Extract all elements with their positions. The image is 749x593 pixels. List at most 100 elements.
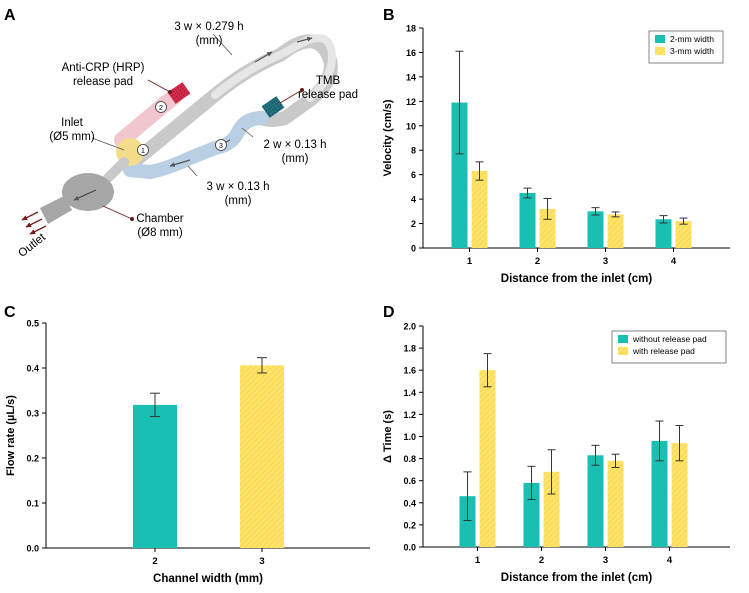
low-channel-label: 3 w × 0.13 h [207, 181, 270, 193]
x-axis-title: Distance from the inlet (cm) [501, 273, 653, 285]
bar [587, 211, 604, 248]
y-tick-label: 0.3 [26, 409, 39, 419]
pointer-line [91, 137, 125, 151]
y-tick-label: 2.0 [403, 322, 416, 332]
tmb-label-line1: TMB [316, 75, 341, 87]
bar [459, 496, 476, 547]
bar [539, 208, 556, 248]
y-tick-label: 1.2 [403, 410, 416, 420]
x-tick-label: 1 [467, 256, 473, 267]
y-tick-label: 1.4 [403, 388, 416, 398]
x-tick-label: 3 [603, 256, 608, 267]
anti-crp-label-line2: release pad [73, 76, 133, 88]
y-tick-label: 6 [411, 170, 416, 180]
bar [607, 214, 624, 248]
y-tick-label: 0.0 [26, 544, 39, 554]
legend-swatch [618, 347, 628, 355]
x-tick-label: 4 [671, 256, 677, 267]
y-tick-label: 4 [411, 195, 416, 205]
pointer-line [212, 33, 233, 56]
x-tick-label: 1 [475, 555, 481, 566]
y-tick-label: 10 [406, 121, 416, 131]
bar [651, 440, 668, 547]
chamber-label-line1: Chamber [136, 213, 183, 225]
bar [479, 370, 496, 547]
pointer-dot [300, 88, 304, 92]
chart-c-flow-rate: 0.0 0.1 0.2 0.3 0.4 0.5 Flow rate (µL/s) Channe… [5, 319, 370, 585]
pointer-line [102, 205, 133, 220]
flow-arrow [254, 51, 273, 63]
loop-channel-top [211, 34, 337, 102]
marker-2 [155, 101, 167, 113]
y-tick-label: 0 [411, 244, 416, 254]
legend-label: with release pad [632, 346, 695, 356]
pointer-line [187, 165, 198, 177]
marker-1-label: 1 [141, 148, 145, 155]
microfluidic-device-diagram: 1 2 3 3 w × 0.279 h (mm) Anti-CRP (HRP) … [16, 21, 358, 260]
y-tick-label: 1.0 [403, 432, 416, 442]
outlet-arrow [29, 225, 47, 235]
bar [543, 471, 560, 547]
outlet-label: Outlet [16, 231, 48, 260]
marker-3 [215, 139, 227, 151]
y-tick-label: 0.0 [403, 543, 416, 553]
legend-label: 2-mm width [670, 34, 714, 44]
bar [451, 102, 468, 248]
y-tick-label: 1.8 [403, 344, 416, 354]
legend-label: without release pad [632, 334, 707, 344]
pointer-line [147, 79, 171, 93]
bar [133, 404, 177, 548]
stem-channel [103, 157, 129, 183]
y-tick-label: 0.2 [26, 454, 39, 464]
flow-arrow [169, 159, 191, 167]
y-tick-label: 0.4 [26, 364, 39, 374]
tmb-label-line2: release pad [298, 89, 358, 101]
panel-label-c: C [4, 304, 16, 321]
pointer-dot [168, 90, 172, 94]
bar [240, 365, 284, 548]
inlet-label-line2: (Ø5 mm) [49, 131, 95, 143]
anti-crp-pad [167, 82, 191, 104]
bar [519, 193, 536, 248]
y-tick-label: 2 [411, 219, 416, 229]
x-tick-label: 2 [539, 555, 544, 566]
bar [671, 443, 688, 547]
bar [607, 460, 624, 547]
x-axis-title: Channel width (mm) [153, 573, 263, 585]
marker-3-label: 3 [219, 143, 223, 150]
tmb-pad [261, 96, 285, 118]
flow-arrow [73, 189, 97, 201]
outlet-arrow [21, 211, 39, 221]
flow-arrow [296, 36, 313, 43]
bar [523, 482, 540, 547]
bar [675, 221, 692, 248]
legend-swatch [655, 35, 665, 43]
panel-label-d: D [383, 304, 395, 321]
y-tick-label: 16 [406, 48, 416, 58]
x-tick-label: 3 [259, 556, 264, 567]
bar [471, 171, 488, 248]
y-axis-title: Flow rate (µL/s) [5, 395, 17, 476]
pointer-dot [130, 217, 134, 221]
inlet-label-line1: Inlet [61, 117, 84, 129]
y-axis-title: Velocity (cm/s) [382, 99, 394, 176]
bar [655, 219, 672, 248]
x-tick-label: 4 [667, 555, 673, 566]
top-channel-unit: (mm) [196, 35, 223, 47]
chamber-label-line2: (Ø8 mm) [137, 227, 183, 239]
y-tick-label: 0.8 [403, 454, 416, 464]
mid-channel-unit: (mm) [282, 153, 309, 165]
y-axis-title: Δ Time (s) [382, 410, 394, 463]
y-tick-label: 8 [411, 146, 416, 156]
y-tick-label: 12 [406, 97, 416, 107]
y-tick-label: 14 [406, 72, 416, 82]
y-tick-label: 0.6 [403, 476, 416, 486]
legend-swatch [618, 335, 628, 343]
pointer-line [241, 127, 254, 138]
panel-label-a: A [4, 7, 16, 24]
y-tick-label: 0.5 [26, 319, 39, 329]
y-tick-label: 1.6 [403, 366, 416, 376]
chart-d-delta-time: 0.0 0.2 0.4 0.6 0.8 1.0 1.2 1.4 1.6 1.8 2.0 Δ Time … [382, 322, 730, 584]
y-tick-label: 0.1 [26, 499, 39, 509]
